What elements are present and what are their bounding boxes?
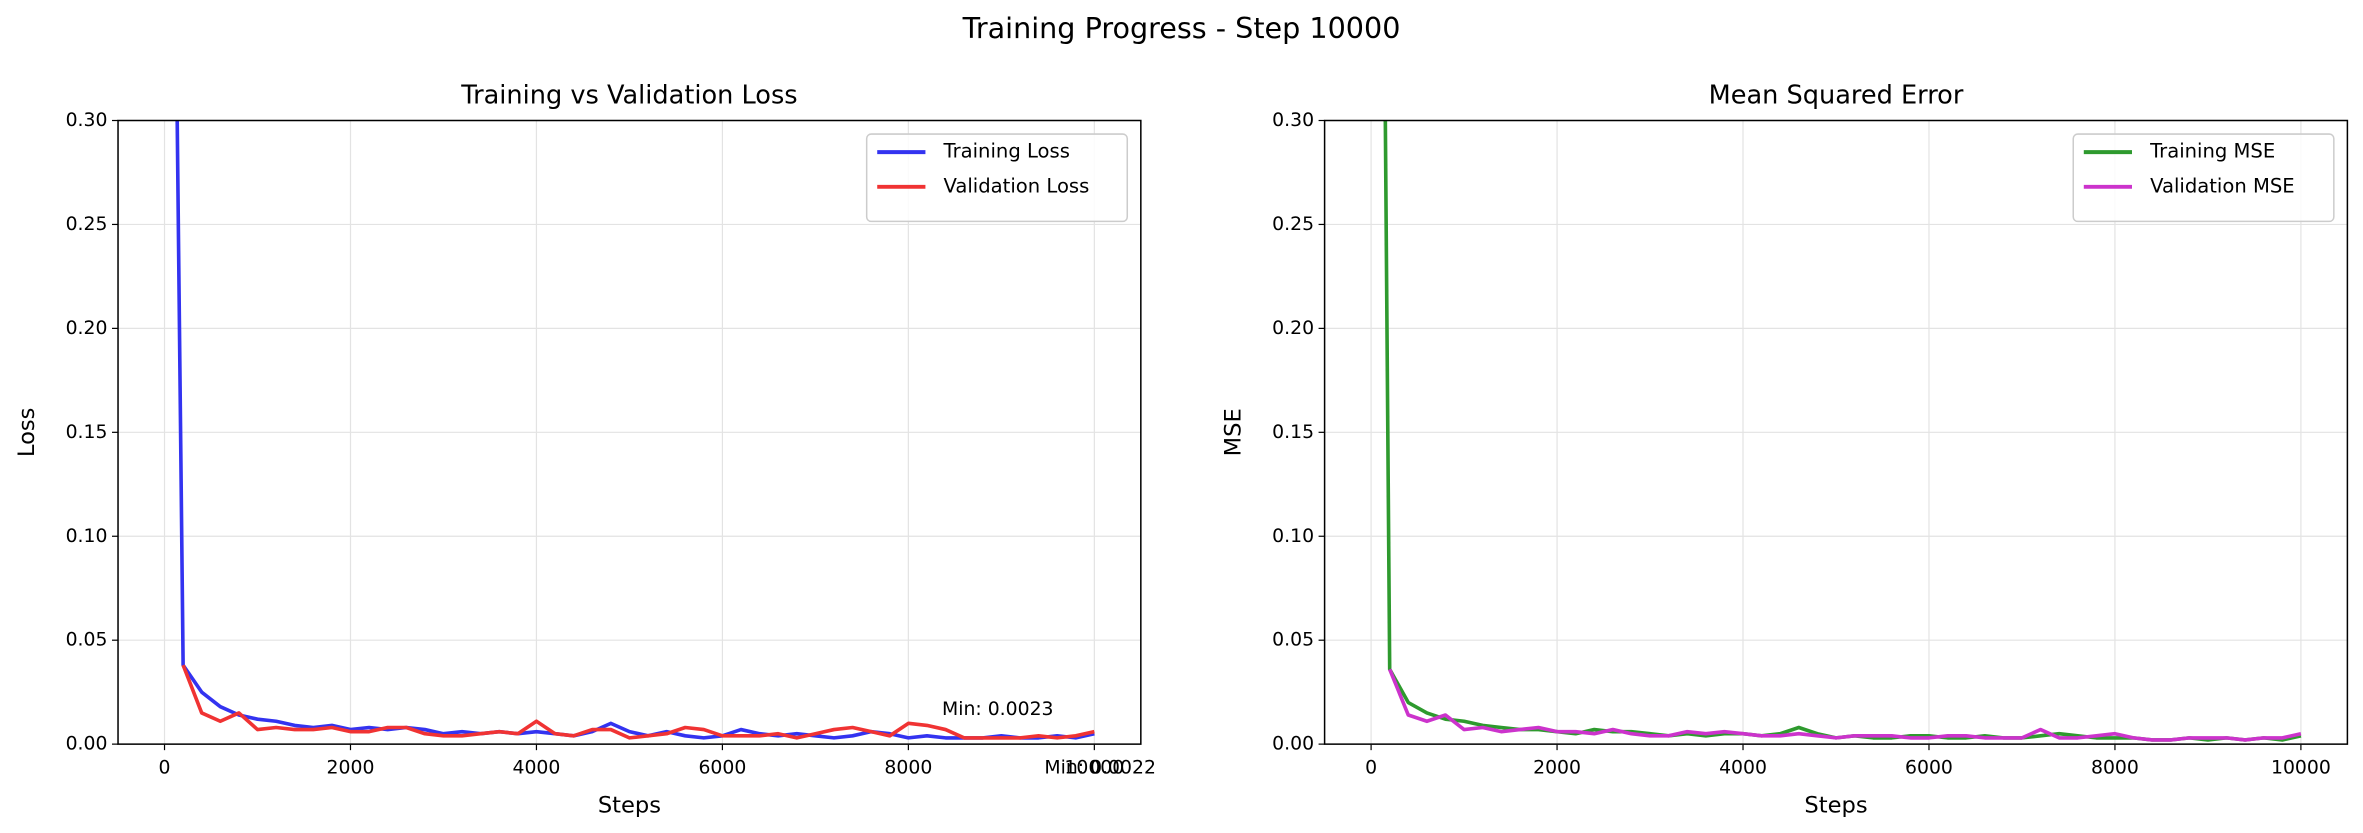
series-line <box>1388 668 2302 742</box>
y-tick-label: 0.25 <box>1272 214 1314 235</box>
annotation: Min: 0.0022 <box>1044 758 1156 779</box>
y-tick-label: 0.30 <box>1272 110 1314 131</box>
annotation: Min: 0.0023 <box>942 699 1054 720</box>
y-tick-label: 0.15 <box>66 422 108 443</box>
x-tick-label: 4000 <box>1719 758 1767 779</box>
y-tick-label: 0.00 <box>66 734 108 755</box>
series-line <box>175 120 1095 740</box>
y-tick-label: 0.25 <box>66 214 108 235</box>
series-line <box>181 664 1095 740</box>
y-tick-label: 0.10 <box>1272 526 1314 547</box>
y-axis-label: Loss <box>14 408 40 458</box>
x-tick-label: 2000 <box>1533 758 1581 779</box>
x-tick-label: 8000 <box>884 758 932 779</box>
y-tick-label: 0.20 <box>1272 318 1314 339</box>
x-tick-label: 2000 <box>327 758 375 779</box>
x-tick-label: 0 <box>1365 758 1377 779</box>
x-tick-label: 6000 <box>698 758 746 779</box>
legend-label: Validation Loss <box>944 174 1090 197</box>
x-tick-label: 10000 <box>1064 758 1124 779</box>
x-tick-label: 10000 <box>2271 758 2331 779</box>
figure-title: Training Progress - Step 10000 <box>962 11 1401 45</box>
legend-box <box>865 133 1129 223</box>
axes-frame <box>1323 119 2349 745</box>
y-tick-label: 0.30 <box>66 110 108 131</box>
legend-label: Training MSE <box>2149 140 2275 163</box>
y-axis-label: MSE <box>1221 408 1247 456</box>
x-axis-label: Steps <box>1804 792 1867 818</box>
legend-box <box>2072 133 2335 223</box>
x-tick-label: 8000 <box>2091 758 2139 779</box>
x-axis-label: Steps <box>598 792 661 818</box>
y-tick-label: 0.05 <box>1272 630 1314 651</box>
y-tick-label: 0.00 <box>1272 734 1314 755</box>
chart-title: Training vs Validation Loss <box>460 80 797 110</box>
legend-label: Training Loss <box>943 140 1070 163</box>
legend-label: Validation MSE <box>2150 174 2295 197</box>
y-tick-label: 0.15 <box>1272 422 1314 443</box>
x-tick-label: 4000 <box>513 758 561 779</box>
x-tick-label: 0 <box>159 758 171 779</box>
y-tick-label: 0.10 <box>66 526 108 547</box>
subplot: Training vs Validation Loss Steps Loss 0 200… <box>14 80 1156 818</box>
y-tick-label: 0.05 <box>66 630 108 651</box>
y-tick-label: 0.20 <box>66 318 108 339</box>
chart-title: Mean Squared Error <box>1709 80 1964 110</box>
axes-frame <box>117 119 1142 745</box>
x-tick-label: 6000 <box>1905 758 1953 779</box>
subplot: Mean Squared Error Steps MSE 0 2000 4000 6000 8… <box>1221 80 2349 818</box>
